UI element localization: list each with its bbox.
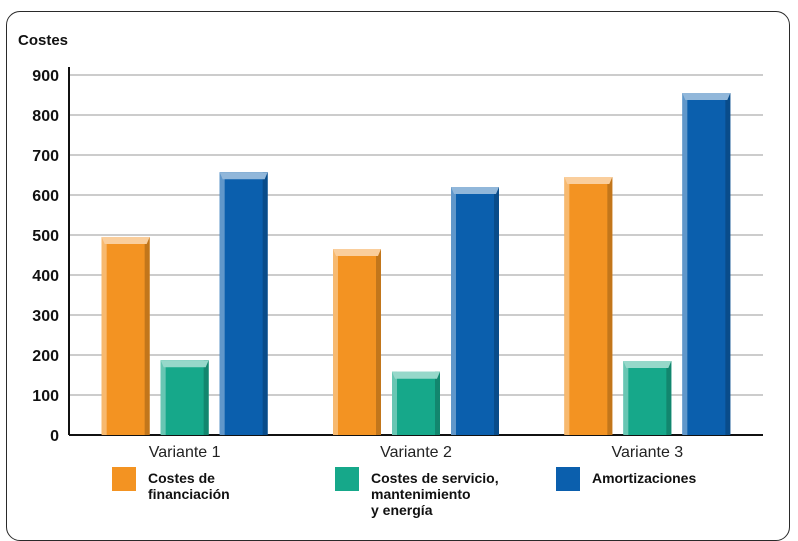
y-tick-label: 900 — [32, 68, 59, 85]
bar-shadow — [494, 187, 499, 435]
bar — [451, 187, 499, 435]
bar-shadow — [144, 237, 150, 435]
y-tick-label: 600 — [32, 188, 59, 205]
y-tick-label: 300 — [32, 308, 59, 325]
bar-top-bevel — [451, 187, 499, 194]
bar-shadow — [607, 177, 613, 435]
x-tick-label: Variante 2 — [380, 444, 452, 461]
bar — [160, 360, 209, 435]
legend-label: mantenimiento — [371, 486, 471, 502]
bar-shadow — [262, 172, 268, 435]
bar-top-bevel — [682, 93, 731, 100]
bar-shadow — [435, 371, 440, 435]
bar — [623, 361, 672, 435]
bar-highlight — [333, 249, 338, 435]
y-tick-label: 0 — [50, 428, 59, 445]
legend-label: Costes de — [148, 470, 215, 486]
bar-top-bevel — [564, 177, 613, 184]
legend-label: Amortizaciones — [592, 470, 696, 486]
legend-swatch — [556, 467, 580, 491]
legend-swatch — [335, 467, 359, 491]
legend-label: financiación — [148, 486, 230, 502]
bar-top-bevel — [623, 361, 672, 368]
bar-highlight — [219, 172, 225, 435]
bar — [333, 249, 381, 435]
bar — [219, 172, 268, 435]
legend-label: Costes de servicio, — [371, 470, 499, 486]
x-tick-label: Variante 3 — [611, 444, 683, 461]
bar — [564, 177, 613, 435]
bar-highlight — [101, 237, 107, 435]
bar-shadow — [376, 249, 381, 435]
bar-highlight — [160, 360, 166, 435]
bar-shadow — [666, 361, 672, 435]
y-tick-label: 200 — [32, 348, 59, 365]
bar-highlight — [451, 187, 456, 435]
bar-top-bevel — [219, 172, 268, 180]
bar — [682, 93, 731, 435]
bar-highlight — [392, 371, 397, 435]
bar-shadow — [725, 93, 731, 435]
bar-top-bevel — [101, 237, 150, 244]
bar-top-bevel — [392, 371, 440, 379]
bar-highlight — [564, 177, 570, 435]
y-tick-label: 400 — [32, 268, 59, 285]
bar-top-bevel — [160, 360, 209, 368]
legend-label: y energía — [371, 502, 433, 518]
y-tick-label: 500 — [32, 228, 59, 245]
y-tick-label: 800 — [32, 108, 59, 125]
y-tick-label: 100 — [32, 388, 59, 405]
y-tick-label: 700 — [32, 148, 59, 165]
bar-chart: Costes 0 100 200 300 400 500 600 700 800 900 Varian… — [18, 32, 763, 518]
bar-shadow — [203, 360, 209, 435]
legend-swatch — [112, 467, 136, 491]
bar — [392, 371, 440, 435]
x-tick-label: Variante 1 — [149, 444, 221, 461]
bar-highlight — [682, 93, 688, 435]
bar — [101, 237, 150, 435]
y-axis-title: Costes — [18, 32, 68, 49]
bar-highlight — [623, 361, 629, 435]
bar-top-bevel — [333, 249, 381, 256]
